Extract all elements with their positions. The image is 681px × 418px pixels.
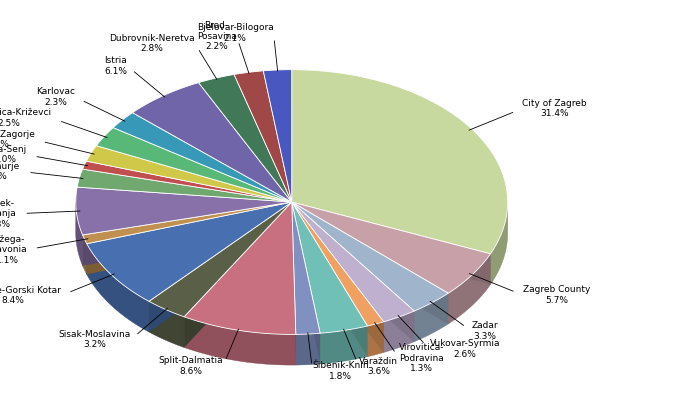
Text: Primorje-Gorski Kotar
8.4%: Primorje-Gorski Kotar 8.4% [0, 286, 61, 305]
Polygon shape [96, 127, 291, 202]
Text: Zagreb County
5.7%: Zagreb County 5.7% [523, 285, 590, 305]
Text: Virovitica-
Podravina
1.3%: Virovitica- Podravina 1.3% [399, 343, 445, 373]
Polygon shape [184, 202, 291, 347]
Polygon shape [149, 301, 184, 347]
Text: Lika-Senj
1.0%: Lika-Senj 1.0% [0, 145, 27, 164]
Polygon shape [149, 202, 291, 317]
Polygon shape [448, 254, 490, 324]
Text: Brod-
Posavina
2.2%: Brod- Posavina 2.2% [197, 21, 236, 51]
Polygon shape [184, 202, 291, 347]
Text: Dubrovnik-Neretva
2.8%: Dubrovnik-Neretva 2.8% [109, 34, 195, 53]
Polygon shape [291, 202, 490, 285]
Polygon shape [291, 202, 383, 326]
Text: Požega-
Slavonia
1.1%: Požega- Slavonia 1.1% [0, 235, 27, 265]
Text: Istria
6.1%: Istria 6.1% [104, 56, 127, 76]
Polygon shape [320, 326, 368, 364]
Polygon shape [149, 202, 291, 332]
Polygon shape [383, 311, 414, 352]
Polygon shape [86, 202, 291, 274]
Polygon shape [414, 293, 448, 342]
Text: Varaždin
3.6%: Varaždin 3.6% [359, 357, 398, 376]
Text: Zadar
3.3%: Zadar 3.3% [471, 321, 498, 341]
Polygon shape [291, 202, 368, 357]
Text: Šibenik-Knin
1.8%: Šibenik-Knin 1.8% [313, 361, 369, 381]
Polygon shape [291, 202, 490, 293]
Polygon shape [133, 83, 291, 202]
Polygon shape [291, 202, 414, 342]
Text: Osijek-
Baranja
5.8%: Osijek- Baranja 5.8% [0, 199, 16, 229]
Polygon shape [291, 202, 383, 352]
Polygon shape [291, 202, 448, 324]
Polygon shape [291, 202, 448, 311]
Polygon shape [76, 203, 82, 265]
Polygon shape [86, 202, 291, 274]
Polygon shape [291, 202, 414, 322]
Polygon shape [291, 202, 383, 352]
Text: Split-Dalmatia
8.6%: Split-Dalmatia 8.6% [159, 357, 223, 376]
Text: City of Zagreb
31.4%: City of Zagreb 31.4% [522, 99, 587, 118]
Text: Krapina-Zagorje
2.0%: Krapina-Zagorje 2.0% [0, 130, 35, 149]
Polygon shape [82, 202, 291, 244]
Polygon shape [291, 202, 414, 342]
Polygon shape [86, 244, 149, 332]
Polygon shape [490, 202, 508, 285]
Polygon shape [296, 333, 320, 365]
Polygon shape [184, 202, 296, 334]
Polygon shape [76, 187, 291, 235]
Polygon shape [291, 202, 320, 364]
Text: Karlovac
2.3%: Karlovac 2.3% [36, 87, 75, 107]
Polygon shape [113, 112, 291, 202]
Polygon shape [291, 202, 320, 364]
Polygon shape [291, 202, 296, 365]
Polygon shape [291, 202, 296, 365]
Polygon shape [291, 202, 448, 324]
Polygon shape [86, 146, 291, 202]
Polygon shape [291, 202, 490, 285]
Polygon shape [291, 202, 368, 333]
Polygon shape [149, 202, 291, 332]
Polygon shape [82, 235, 86, 274]
Polygon shape [368, 322, 383, 357]
Polygon shape [86, 202, 291, 301]
Text: Međimurje
2.2%: Međimurje 2.2% [0, 162, 20, 181]
Polygon shape [291, 202, 320, 334]
Polygon shape [82, 202, 291, 265]
Polygon shape [264, 70, 291, 202]
Polygon shape [82, 202, 291, 265]
Text: Vukovar-Syrmia
2.6%: Vukovar-Syrmia 2.6% [430, 339, 500, 359]
Text: Bjelovar-Bilogora
2.1%: Bjelovar-Bilogora 2.1% [197, 23, 274, 43]
Text: Koprivnica-Križevci
2.5%: Koprivnica-Križevci 2.5% [0, 108, 52, 128]
Polygon shape [291, 202, 368, 357]
Polygon shape [184, 317, 296, 365]
Polygon shape [77, 169, 291, 202]
Polygon shape [291, 70, 508, 254]
Text: Sisak-Moslavina
3.2%: Sisak-Moslavina 3.2% [59, 330, 131, 349]
Polygon shape [234, 71, 291, 202]
Polygon shape [199, 74, 291, 202]
Polygon shape [82, 161, 291, 202]
